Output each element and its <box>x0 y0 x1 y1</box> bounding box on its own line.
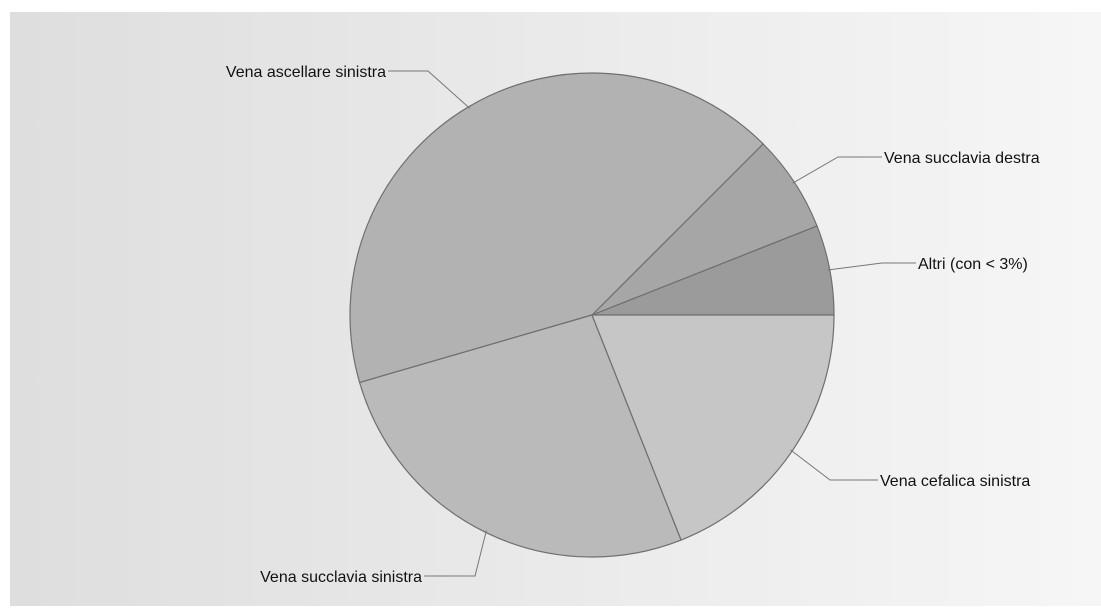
slice-label-1: Altri (con < 3%) <box>918 256 1028 273</box>
slice-label-3: Vena ascellare sinistra <box>226 64 386 81</box>
leader-line-3 <box>388 70 471 109</box>
slice-label-5: Vena cefalica sinistra <box>880 473 1030 490</box>
leader-line-2 <box>792 156 882 184</box>
slice-label-4: Vena succlavia sinistra <box>260 569 422 586</box>
leader-line-1 <box>827 262 916 271</box>
pie-slice-3 <box>349 72 764 384</box>
leader-line-5 <box>790 449 878 481</box>
slice-label-2: Vena succlavia destra <box>884 150 1040 167</box>
labels-layer: Altri (con < 3%) Vena succlavia destra Ven… <box>226 64 1040 586</box>
slices-layer <box>349 72 835 558</box>
leader-line-4 <box>424 530 487 577</box>
